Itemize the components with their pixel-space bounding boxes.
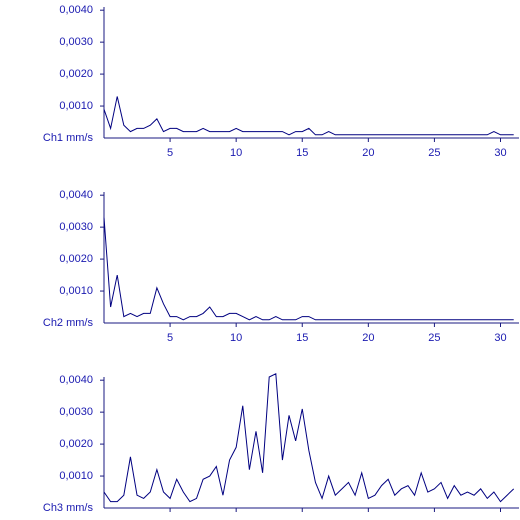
x-tick-label: 30	[494, 332, 506, 344]
y-tick-label: 0,0030	[59, 36, 93, 48]
y-tick-label: 0,0030	[59, 406, 93, 418]
spectrum-line	[103, 373, 515, 503]
x-tick-label: 20	[362, 147, 374, 159]
y-axis-label: Ch3 mm/s	[43, 502, 94, 514]
y-tick-label: 0,0030	[59, 221, 93, 233]
y-tick-label: 0,0040	[59, 374, 93, 386]
x-tick-label: 30	[494, 147, 506, 159]
spectrum-line	[103, 96, 514, 136]
y-tick-label: 0,0020	[59, 68, 93, 80]
y-tick-label: 0,0010	[59, 285, 93, 297]
y-tick-label: 0,0040	[59, 4, 93, 16]
x-tick-label: 25	[428, 147, 440, 159]
x-tick-label: 5	[167, 332, 173, 344]
x-tick-label: 15	[296, 332, 308, 344]
y-axis-label: Ch2 mm/s	[43, 317, 94, 329]
y-tick-label: 0,0020	[59, 253, 93, 265]
x-tick-label: 25	[428, 332, 440, 344]
x-tick-label: 5	[167, 147, 173, 159]
spectrum-line	[103, 217, 514, 321]
y-tick-label: 0,0020	[59, 438, 93, 450]
y-tick-label: 0,0040	[59, 189, 93, 201]
y-tick-label: 0,0010	[59, 470, 93, 482]
x-tick-label: 10	[230, 332, 242, 344]
x-tick-label: 10	[230, 147, 242, 159]
y-tick-label: 0,0010	[59, 100, 93, 112]
y-axis-label: Ch1 mm/s	[43, 132, 94, 144]
x-tick-label: 15	[296, 147, 308, 159]
x-tick-label: 20	[362, 332, 374, 344]
